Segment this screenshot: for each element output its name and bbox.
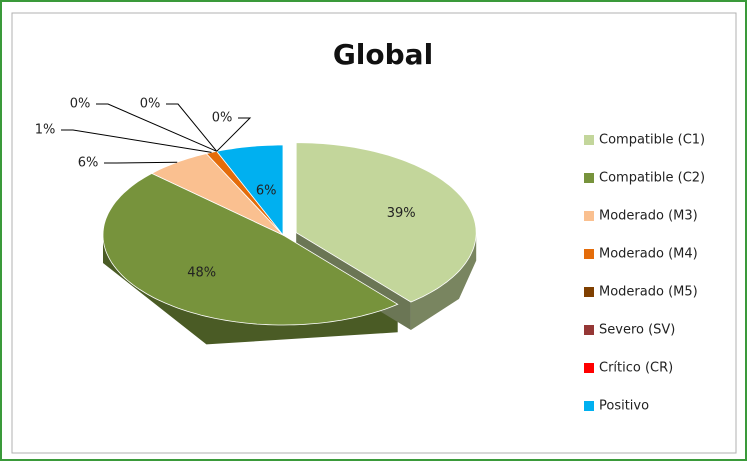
leader-line xyxy=(96,103,217,152)
data-label: 48% xyxy=(187,266,216,281)
slice xyxy=(295,142,477,303)
legend-label: Compatible (C2) xyxy=(599,171,705,186)
data-label: 0% xyxy=(70,97,91,112)
slice xyxy=(215,144,284,237)
data-label: 0% xyxy=(140,97,161,112)
legend-swatch xyxy=(584,287,594,297)
legend-swatch xyxy=(584,325,594,335)
slice xyxy=(150,153,284,236)
legend-label: Severo (SV) xyxy=(599,323,675,338)
legend-label: Positivo xyxy=(599,399,649,414)
data-label: 6% xyxy=(78,156,99,171)
leader-line xyxy=(166,103,218,152)
legend-label: Moderado (M5) xyxy=(599,285,698,300)
leader-line xyxy=(61,129,212,153)
chart-title: Global xyxy=(333,38,433,71)
legend-swatch xyxy=(584,173,594,183)
legend-swatch xyxy=(584,363,594,373)
leader-line xyxy=(104,161,178,164)
data-label: 0% xyxy=(212,111,233,126)
slice-side xyxy=(410,232,477,330)
legend-label: Crítico (CR) xyxy=(599,361,673,376)
legend-label: Moderado (M3) xyxy=(599,209,698,224)
legend-label: Compatible (C1) xyxy=(599,133,705,148)
leader-line xyxy=(216,117,252,152)
data-label: 1% xyxy=(35,123,56,138)
legend-swatch xyxy=(584,249,594,259)
slice-side xyxy=(103,235,398,345)
legend-swatch xyxy=(584,401,594,411)
legend-label: Moderado (M4) xyxy=(599,247,698,262)
slice xyxy=(102,172,399,326)
data-label: 6% xyxy=(256,183,277,198)
legend-swatch xyxy=(584,135,594,145)
legend-swatch xyxy=(584,211,594,221)
data-label: 39% xyxy=(387,206,416,221)
